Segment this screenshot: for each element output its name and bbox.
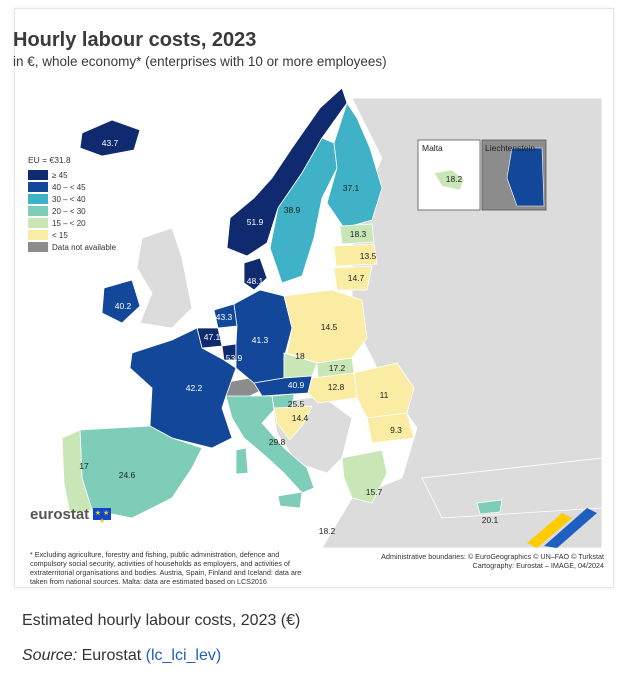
legend-label: 40 – < 45 — [52, 182, 86, 192]
value-france: 42.2 — [186, 383, 203, 393]
france-shape — [129, 327, 237, 449]
legend-item: 20 – < 30 — [28, 205, 116, 217]
value-estonia: 18.3 — [350, 229, 367, 239]
legend-item: 15 – < 20 — [28, 217, 116, 229]
sardinia-shape — [235, 447, 249, 475]
value-netherlands: 43.3 — [216, 312, 233, 322]
legend-label: 20 – < 30 — [52, 206, 86, 216]
legend-item: ≥ 45 — [28, 169, 116, 181]
denmark-shape — [243, 257, 268, 291]
legend-swatch — [28, 230, 48, 240]
value-croatia: 14.4 — [292, 413, 309, 423]
legend-label: Data not available — [52, 242, 117, 252]
legend-item: 30 – < 40 — [28, 193, 116, 205]
value-extra: 18.2 — [319, 526, 336, 536]
value-sweden: 38.9 — [284, 205, 301, 215]
attribution: Administrative boundaries: © EuroGeograp… — [381, 552, 604, 570]
value-germany: 41.3 — [252, 335, 269, 345]
greece-shape — [341, 449, 388, 504]
value-hungary: 12.8 — [328, 382, 345, 392]
cyprus-shape — [476, 499, 503, 515]
turkey-land — [421, 457, 602, 519]
liechtenstein-shape — [506, 147, 545, 207]
finland-shape — [326, 102, 383, 229]
legend-item: 40 – < 45 — [28, 181, 116, 193]
liechtenstein-inset-label: Liechtenstein — [485, 143, 535, 153]
legend-swatch — [28, 170, 48, 180]
iceland-shape — [79, 119, 141, 157]
legend-item: < 15 — [28, 229, 116, 241]
value-ireland: 40.2 — [115, 301, 132, 311]
legend-label: 30 – < 40 — [52, 194, 86, 204]
value-italy: 29.8 — [269, 437, 286, 447]
legend-label: < 15 — [52, 230, 68, 240]
legend-label: ≥ 45 — [52, 170, 68, 180]
value-cyprus: 20.1 — [482, 515, 499, 525]
eurostat-ribbon-decoration-2 — [544, 508, 597, 548]
legend-swatch — [28, 218, 48, 228]
legend-swatch — [28, 242, 48, 252]
value-greece: 15.7 — [366, 487, 383, 497]
value-romania: 11 — [380, 390, 389, 400]
value-austria: 40.9 — [288, 380, 305, 390]
value-finland: 37.1 — [343, 183, 360, 193]
map-legend: EU = €31.8 ≥ 45 40 – < 45 30 – < 40 20 –… — [28, 155, 116, 253]
legend-swatch — [28, 194, 48, 204]
malta-shape — [433, 169, 465, 191]
estonia-shape — [339, 223, 375, 245]
italy-shape — [225, 395, 315, 494]
value-iceland: 43.7 — [102, 138, 119, 148]
ireland-shape — [101, 279, 141, 324]
attribution-cartography: Cartography: Eurostat – IMAGE, 04/2024 — [472, 561, 604, 570]
uk-land — [136, 227, 193, 329]
eu-flag-icon: ★ ★ ★ — [93, 508, 111, 525]
map-title: Hourly labour costs, 2023 — [13, 29, 257, 51]
bulgaria-shape — [366, 412, 415, 444]
value-lithuania: 14.7 — [348, 273, 365, 283]
value-spain: 24.6 — [119, 470, 136, 480]
malta-inset-label: Malta — [422, 143, 443, 153]
value-norway: 51.9 — [247, 217, 264, 227]
map-subtitle: in €, whole economy* (enterprises with 1… — [13, 54, 387, 69]
figure-caption: Estimated hourly labour costs, 2023 (€) — [22, 612, 301, 629]
attribution-boundaries: Administrative boundaries: © EuroGeograp… — [381, 552, 604, 561]
source-link[interactable]: (lc_lci_lev) — [145, 647, 222, 664]
croatia-shape — [273, 405, 313, 441]
source-label: Source: — [22, 647, 78, 664]
latvia-shape — [333, 243, 378, 267]
value-portugal: 17 — [79, 461, 89, 471]
europe-map: 43.7 51.9 38.9 37.1 18.3 13.5 14.7 48.1 … — [22, 78, 602, 548]
eurostat-ribbon-decoration — [527, 513, 572, 548]
lithuania-shape — [333, 265, 373, 291]
footnote: * Excluding agriculture, forestry and fi… — [30, 550, 302, 586]
value-czechia: 18 — [295, 351, 305, 361]
value-bulgaria: 9.3 — [390, 425, 402, 435]
value-poland: 14.5 — [321, 322, 338, 332]
portugal-shape — [61, 429, 93, 515]
eurostat-logo: eurostat — [30, 506, 90, 523]
value-slovakia: 17.2 — [329, 363, 346, 373]
value-slovenia: 25.5 — [288, 399, 305, 409]
value-luxembourg: 53.9 — [226, 353, 243, 363]
figure-source: Source: Eurostat (lc_lci_lev) — [22, 647, 221, 665]
value-latvia: 13.5 — [360, 251, 377, 261]
sicily-shape — [277, 491, 303, 509]
legend-header: EU = €31.8 — [28, 155, 71, 165]
hungary-shape — [307, 372, 358, 404]
legend-swatch — [28, 182, 48, 192]
value-denmark: 48.1 — [247, 276, 264, 286]
legend-item: Data not available — [28, 241, 116, 253]
value-malta: 18.2 — [446, 174, 463, 184]
legend-swatch — [28, 206, 48, 216]
source-text: Eurostat — [81, 647, 142, 664]
legend-label: 15 – < 20 — [52, 218, 86, 228]
value-belgium: 47.1 — [204, 332, 221, 342]
